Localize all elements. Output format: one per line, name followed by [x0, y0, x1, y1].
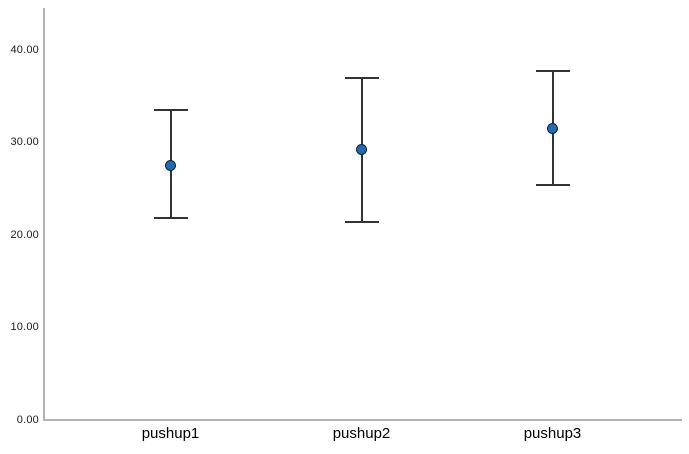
- mean-point: [165, 159, 176, 171]
- error-bar-cap-top: [344, 77, 379, 80]
- error-bar-cap-bottom: [153, 216, 188, 219]
- mean-point: [356, 143, 367, 155]
- y-tick-label: 20.00: [10, 228, 39, 241]
- y-tick-label: 10.00: [10, 321, 39, 333]
- y-tick-label: 30.00: [10, 136, 39, 148]
- y-tick-label: 0.00: [16, 413, 39, 426]
- error-bar-cap-top: [153, 108, 188, 111]
- category-label-pushup1: pushup1: [141, 425, 200, 442]
- error-bar-cap-top: [535, 69, 570, 72]
- category-label-pushup3: pushup3: [523, 425, 582, 442]
- category-label-pushup2: pushup2: [332, 425, 391, 442]
- error-bar-cap-bottom: [535, 183, 570, 186]
- x-axis-line: [43, 419, 682, 421]
- mean-point: [547, 122, 558, 134]
- y-tick-label: 40.00: [10, 43, 39, 56]
- error-bar-cap-bottom: [344, 221, 379, 224]
- y-axis-line: [43, 8, 45, 421]
